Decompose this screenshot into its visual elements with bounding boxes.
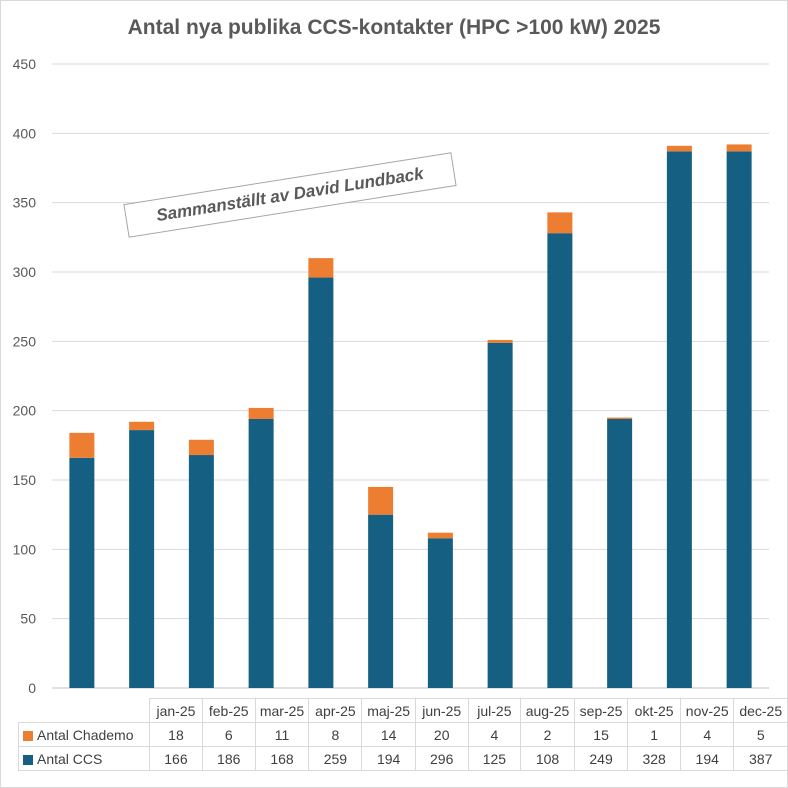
data-label: 1	[627, 722, 681, 747]
data-label: 168	[254, 746, 310, 771]
x-category-label: nov-25	[679, 698, 735, 723]
table-header-row: jan-25 feb-25 mar-25 apr-25 maj-25 jun-25 jul-…	[18, 698, 788, 723]
data-label: 6	[201, 722, 256, 747]
bar-chademo	[308, 258, 334, 278]
x-category-label: sep-25	[573, 698, 629, 723]
data-label: 8	[308, 722, 363, 747]
x-category-label: apr-25	[308, 698, 363, 723]
bar-chademo	[248, 407, 274, 419]
table-row: Antal CCS 166 186 168 259 194 296 125 108 249 328 1…	[17, 746, 788, 771]
table-corner-cell	[18, 698, 151, 723]
data-label: 259	[308, 746, 363, 771]
bar-chademo	[129, 421, 155, 431]
y-tick-label: 450	[13, 56, 37, 72]
y-tick-label: 100	[13, 541, 37, 557]
x-category-label: jan-25	[149, 698, 203, 723]
x-category-label: jul-25	[467, 698, 522, 723]
data-table: jan-25 feb-25 mar-25 apr-25 maj-25 jun-25 jul-…	[17, 698, 788, 771]
bar-chademo	[487, 339, 513, 343]
bar-ccs	[308, 277, 334, 688]
y-tick-label: 50	[20, 611, 36, 627]
data-label: 18	[149, 722, 203, 747]
chart-title: Antal nya publika CCS-kontakter (HPC >10…	[127, 16, 661, 39]
legend-key-icon	[23, 754, 33, 765]
data-label: 2	[520, 722, 575, 747]
data-label: 4	[467, 722, 522, 747]
data-label: 194	[361, 746, 416, 771]
bar-ccs	[368, 514, 394, 688]
bar-chademo	[726, 144, 752, 152]
data-label: 125	[467, 746, 522, 771]
bar-chademo	[427, 532, 453, 539]
x-category-label: jun-25	[414, 698, 469, 723]
x-category-label: mar-25	[254, 698, 310, 723]
bar-chademo	[666, 145, 692, 152]
data-label: 328	[627, 746, 681, 771]
bar-ccs	[69, 457, 95, 688]
y-tick-label: 200	[13, 403, 37, 419]
plot-area: 0 50 100 150 200 250 300 350 400 450	[13, 56, 769, 696]
data-label: 387	[733, 746, 788, 771]
data-label: 296	[414, 746, 469, 771]
legend-label: Antal CCS	[37, 750, 103, 767]
x-category-label: okt-25	[627, 698, 681, 723]
legend-key-icon	[23, 730, 33, 741]
bar-chademo	[69, 432, 95, 458]
bar-chademo	[547, 212, 573, 234]
x-category-label: maj-25	[361, 698, 416, 723]
bar-ccs	[666, 151, 692, 689]
data-label: 14	[361, 722, 416, 747]
y-tick-label: 400	[13, 125, 37, 141]
data-label: 194	[679, 746, 735, 771]
data-label: 249	[573, 746, 629, 771]
bar-ccs	[248, 418, 274, 688]
legend-entry-chademo: Antal Chademo	[17, 722, 151, 747]
y-tick-label: 150	[13, 472, 37, 488]
data-label: 11	[254, 722, 310, 747]
bar-ccs	[607, 418, 633, 688]
legend-label: Antal Chademo	[37, 726, 134, 743]
table-row: Antal Chademo 18 6 11 8 14 20 4 2 15 1 4 5	[17, 722, 788, 747]
data-label: 20	[414, 722, 469, 747]
x-category-label: aug-25	[520, 698, 575, 723]
data-label: 166	[149, 746, 203, 771]
y-tick-label: 350	[13, 195, 37, 211]
data-label: 4	[679, 722, 735, 747]
data-label: 186	[201, 746, 256, 771]
bar-ccs	[427, 538, 453, 688]
bar-ccs	[129, 430, 155, 688]
bar-chademo	[188, 439, 214, 456]
bar-ccs	[726, 151, 752, 689]
bar-ccs	[547, 233, 573, 688]
bar-chademo	[607, 417, 633, 419]
x-category-label: dec-25	[733, 698, 788, 723]
data-label: 5	[733, 722, 788, 747]
bar-chademo	[368, 486, 394, 515]
data-label: 108	[520, 746, 575, 771]
bar-ccs	[487, 342, 513, 688]
legend-entry-ccs: Antal CCS	[17, 746, 151, 771]
y-tick-label: 0	[28, 680, 36, 696]
bar-ccs	[188, 455, 214, 688]
y-tick-label: 250	[13, 333, 37, 349]
x-category-label: feb-25	[201, 698, 256, 723]
data-label: 15	[573, 722, 629, 747]
y-tick-label: 300	[13, 264, 37, 280]
